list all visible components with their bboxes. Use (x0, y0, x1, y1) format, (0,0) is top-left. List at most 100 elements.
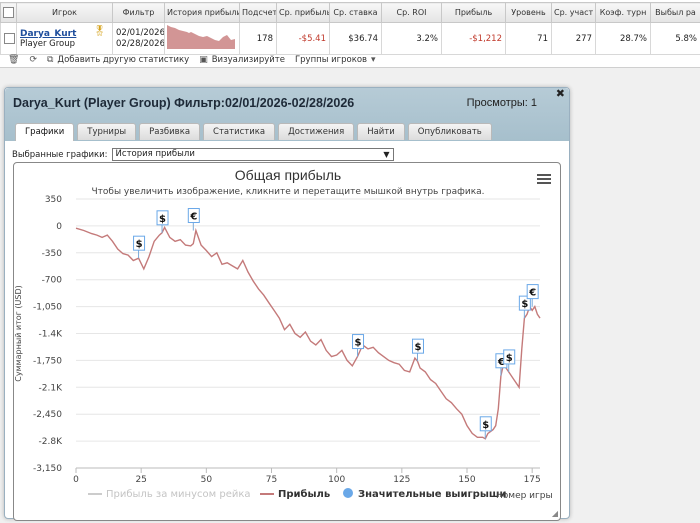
select-all-checkbox[interactable] (3, 7, 14, 18)
chart-select[interactable]: История прибыли ▼ (111, 148, 394, 161)
profit-series-line (75, 225, 541, 440)
avg-profit-cell: -$5.41 (276, 22, 330, 55)
stats-table: Игрок Фильтр История прибыли Подсчет Ср.… (0, 2, 700, 55)
x-axis-label: Номер игры (496, 491, 553, 501)
chart-title: Общая прибыль (235, 167, 341, 183)
chart-subtitle: Чтобы увеличить изображение, кликните и … (91, 187, 484, 197)
column-header[interactable]: Выбыл ра (650, 2, 700, 23)
refresh-icon[interactable]: ⟳ (29, 55, 37, 65)
count-cell: 178 (239, 22, 277, 55)
tab-breakdown[interactable]: Разбивка (139, 123, 201, 140)
hamburger-menu-icon[interactable] (537, 174, 551, 186)
legend-item-net: Прибыль за минусом рейка (106, 489, 251, 500)
y-tick-label: -3,150 (33, 464, 62, 474)
profit-cell: -$1,212 (441, 22, 506, 55)
win-flag (411, 338, 424, 354)
chart-container[interactable]: Общая прибыль Чтобы увеличить изображение… (13, 162, 561, 521)
y-tick-label: -350 (42, 249, 63, 259)
player-group-label: Player Group (20, 38, 76, 49)
add-stat-button[interactable]: ⧉ Добавить другую статистику (47, 55, 189, 65)
legend-item-profit: Прибыль (278, 488, 330, 500)
column-header[interactable]: Ср. ROI (381, 2, 442, 23)
row-checkbox[interactable] (4, 33, 15, 44)
x-tick-label: 175 (524, 475, 541, 485)
tab-charts[interactable]: Графики (15, 123, 75, 141)
win-flag-symbol: € (189, 212, 197, 223)
tab-statistics[interactable]: Статистика (203, 123, 276, 140)
views-counter: Просмотры: 1 (466, 97, 537, 109)
win-flag-symbol: $ (482, 420, 489, 431)
tab-find[interactable]: Найти (357, 123, 405, 140)
win-flag-symbol: € (528, 288, 536, 299)
player-popup: Darya_Kurt (Player Group) Фильтр:02/01/2… (4, 87, 570, 521)
column-header[interactable]: Ср. участ (551, 2, 596, 23)
win-flag (352, 334, 365, 350)
y-tick-label: 0 (56, 222, 62, 232)
legend-item-wins: Значительные выигрыши (358, 489, 507, 500)
filter-to: 02/28/2026 (116, 38, 165, 49)
x-tick-label: 100 (328, 475, 345, 485)
column-header[interactable]: История прибыли (164, 2, 240, 23)
x-tick-label: 75 (266, 475, 277, 485)
early-out-cell: 5.8% (650, 22, 700, 55)
column-header[interactable]: Ср. прибыль (276, 2, 330, 23)
avg-roi-cell: 3.2% (381, 22, 442, 55)
column-header[interactable]: Ср. ставка (329, 2, 382, 23)
win-flag (156, 210, 169, 226)
player-cell: Darya_Kurt Player Group 🎖 (16, 22, 113, 55)
row-select-cell[interactable] (0, 22, 17, 55)
chevron-down-icon: ▾ (371, 55, 376, 65)
y-tick-label: -1.4K (39, 330, 64, 340)
tab-tournaments[interactable]: Турниры (77, 123, 137, 140)
profit-chart[interactable]: Общая прибыль Чтобы увеличить изображение… (14, 163, 562, 522)
column-header[interactable]: Игрок (16, 2, 113, 23)
add-stat-label: Добавить другую статистику (57, 55, 190, 65)
avg-stake-cell: $36.74 (329, 22, 382, 55)
win-flag-symbol: $ (355, 338, 362, 349)
y-tick-label: -700 (42, 276, 63, 286)
table-header-row: Игрок Фильтр История прибыли Подсчет Ср.… (0, 2, 700, 23)
table-row[interactable]: Darya_Kurt Player Group 🎖 02/01/2026 02/… (0, 22, 700, 55)
x-tick-label: 125 (393, 475, 410, 485)
trash-icon[interactable]: 🗑 (8, 55, 20, 65)
column-header[interactable]: Уровень (505, 2, 552, 23)
table-toolbar: 🗑 ⟳ ⧉ Добавить другую статистику ▣ Визуа… (0, 52, 700, 68)
chart-select-row: Выбранные графики: История прибыли ▼ (12, 148, 394, 161)
y-tick-label: -1,750 (33, 356, 62, 366)
win-flag (526, 284, 539, 300)
win-flag-symbol: $ (521, 299, 528, 310)
win-flag-symbol: $ (159, 214, 166, 225)
tab-publish[interactable]: Опубликовать (407, 123, 492, 140)
stats-panel: Игрок Фильтр История прибыли Подсчет Ср.… (0, 0, 700, 68)
visualize-label: Визуализируйте (211, 55, 285, 65)
column-header[interactable]: Подсчет (239, 2, 277, 23)
popup-body: Выбранные графики: История прибыли ▼ Общ… (5, 141, 569, 521)
filter-cell: 02/01/2026 02/28/2026 (112, 22, 165, 55)
visualize-button[interactable]: ▣ Визуализируйте (199, 55, 285, 65)
win-flag (518, 295, 531, 311)
image-icon: ▣ (199, 55, 208, 65)
y-axis-label: Суммарный итог (USD) (14, 285, 23, 382)
select-all-header[interactable] (0, 2, 17, 23)
y-tick-label: -1,050 (33, 303, 62, 313)
win-flag-symbol: $ (136, 239, 143, 250)
column-header[interactable]: Прибыль (441, 2, 506, 23)
column-header[interactable]: Коэф. турн (595, 2, 651, 23)
win-flag (479, 416, 492, 432)
win-flag-symbol: € (497, 357, 505, 368)
column-header[interactable]: Фильтр (112, 2, 165, 23)
player-groups-dropdown[interactable]: Группы игроков ▾ (295, 55, 376, 65)
sparkline-svg (167, 25, 235, 49)
popup-title: Darya_Kurt (Player Group) Фильтр:02/01/2… (13, 96, 355, 110)
resize-grip-icon[interactable]: ◢ (551, 509, 558, 518)
y-tick-label: 350 (45, 195, 62, 205)
x-tick-label: 50 (201, 475, 213, 485)
legend-swatch-wins (343, 488, 353, 498)
player-name-link[interactable]: Darya_Kurt (20, 28, 77, 39)
profit-sparkline[interactable] (164, 22, 240, 55)
close-icon[interactable]: ✖ (555, 87, 565, 100)
level-cell: 71 (505, 22, 552, 55)
chart-select-label: Выбранные графики: (12, 149, 108, 160)
tab-achievements[interactable]: Достижения (278, 123, 355, 140)
x-tick-label: 150 (458, 475, 475, 485)
